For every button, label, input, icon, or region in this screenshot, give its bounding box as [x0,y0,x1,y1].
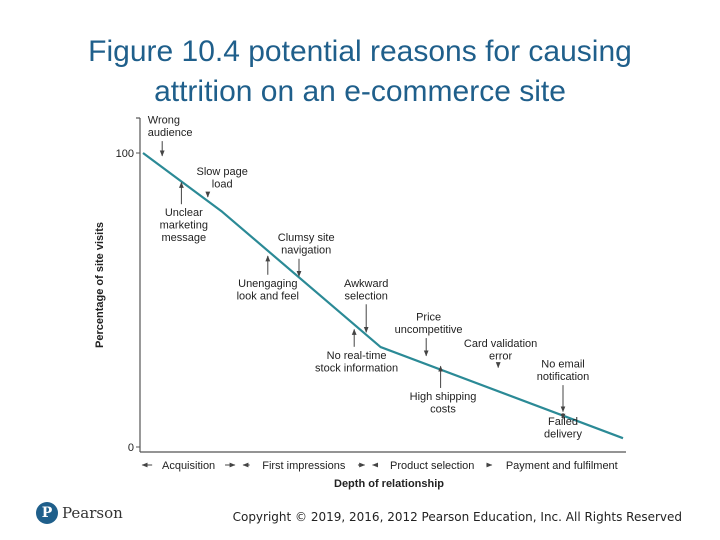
title-line-2: attrition on an e-commerce site [154,75,566,108]
pearson-logo: P Pearson [36,502,123,524]
y-tick-label: 0 [128,442,134,454]
y-tick-label: 100 [116,148,134,160]
annotation-text: Unclear [165,207,203,219]
stage-label-bg [152,458,226,472]
annotation-text: costs [430,403,456,415]
annotation-text: No real-time [327,350,387,362]
annotation-text: Unengaging [238,278,297,290]
annotation-text: error [489,351,513,363]
annotation-text: selection [344,290,387,302]
annotation-text: uncompetitive [395,324,463,336]
stage-label: First impressions [262,460,346,472]
copyright-notice: Copyright © 2019, 2016, 2012 Pearson Edu… [232,510,682,524]
annotation-text: Wrong [148,115,180,127]
stage-label: Product selection [390,460,474,472]
stage-label-bg [492,458,631,472]
annotation-text: Slow page [197,166,248,178]
annotation-text: Failed [548,416,578,428]
annotation-text: No email [541,359,584,371]
annotation-text: look and feel [237,290,299,302]
slide-title: Figure 10.4 potential reasons for causin… [0,32,720,112]
annotation-text: Clumsy site [278,232,335,244]
pearson-logo-icon: P [36,502,58,524]
x-axis-label: Depth of relationship [334,478,444,490]
annotation-text: load [212,179,233,191]
annotation-text: delivery [544,428,582,440]
annotation-text: navigation [281,245,331,257]
stage-label-bg [378,458,487,472]
annotation-text: High shipping [410,391,477,403]
title-line-1: Figure 10.4 potential reasons for causin… [88,35,632,68]
annotation-text: Price [416,312,441,324]
annotation-text: message [161,232,206,244]
annotation-text: audience [148,127,193,139]
stage-label-bg [249,458,358,472]
pearson-logo-text: Pearson [62,504,123,522]
annotation-text: notification [537,371,590,383]
annotation-text: marketing [160,220,208,232]
stage-label: Acquisition [162,460,215,472]
annotation-text: Awkward [344,278,388,290]
annotation-text: Card validation [464,338,537,350]
annotation-text: stock information [315,362,398,374]
y-axis-label: Percentage of site visits [94,222,106,348]
stage-label: Payment and fulfilment [506,460,618,472]
